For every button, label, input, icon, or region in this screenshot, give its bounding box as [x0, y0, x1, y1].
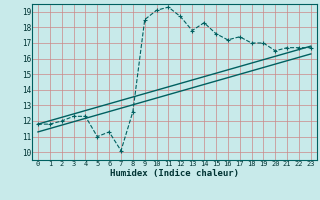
- X-axis label: Humidex (Indice chaleur): Humidex (Indice chaleur): [110, 169, 239, 178]
